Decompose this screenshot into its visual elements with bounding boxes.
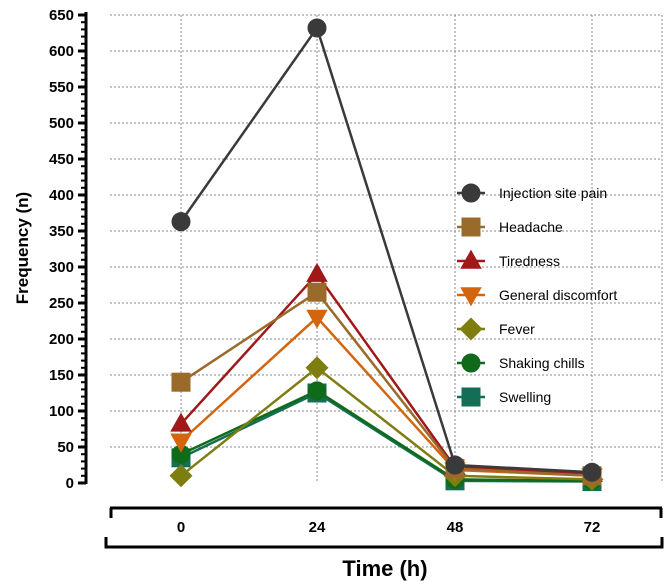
data-point-fever: [305, 356, 329, 380]
legend-label: Shaking chills: [499, 355, 585, 371]
legend-label: General discomfort: [499, 287, 617, 303]
y-tick-label: 350: [49, 223, 74, 240]
data-point-injection-site-pain: [582, 462, 602, 482]
series-line-headache: [180, 290, 593, 478]
x-tick-label: 0: [177, 519, 185, 536]
data-point-shaking-chills: [307, 381, 327, 401]
data-point-headache: [307, 282, 327, 302]
gridlines: [110, 14, 663, 483]
data-point-headache: [171, 372, 191, 392]
series-injection-site-pain: [171, 18, 602, 482]
y-tick-label: 200: [49, 331, 74, 348]
data-point-injection-site-pain: [307, 18, 327, 38]
data-point-tiredness: [306, 262, 328, 282]
legend-label: Swelling: [499, 389, 551, 405]
legend-label: Fever: [499, 321, 535, 337]
y-tick-label: 50: [57, 439, 74, 456]
legend-item-swelling: Swelling: [457, 387, 551, 407]
legend-label: Tiredness: [499, 253, 560, 269]
y-tick-label: 100: [49, 403, 74, 420]
legend-marker-general-discomfort: [460, 287, 482, 307]
data-point-general-discomfort: [306, 309, 328, 329]
legend-item-injection-site-pain: Injection site pain: [457, 183, 607, 203]
y-tick-label: 300: [49, 259, 74, 276]
y-tick-label: 250: [49, 295, 74, 312]
y-axis-title: Frequency (n): [13, 192, 32, 304]
legend: Injection site pain Headache Tiredness Gene…: [457, 183, 617, 407]
legend-label: Headache: [499, 219, 563, 235]
data-point-general-discomfort: [170, 433, 192, 453]
x-tick-label: 72: [584, 519, 601, 536]
data-point-tiredness: [170, 412, 192, 432]
series-line-fever: [180, 366, 593, 481]
series-group: [169, 18, 604, 492]
y-tick-label: 400: [49, 187, 74, 204]
axes: 0 50 100 150 200 250 300 350 400 450 500 550 600 650 0…: [49, 7, 664, 549]
x-tick-label: 24: [309, 519, 326, 536]
y-tick-label: 650: [49, 7, 74, 24]
y-tick-label: 0: [66, 475, 74, 492]
legend-marker-headache: [461, 217, 481, 237]
legend-item-shaking-chills: Shaking chills: [457, 353, 585, 373]
x-axis-bracket: [104, 537, 664, 549]
x-tick-label: 48: [447, 519, 464, 536]
legend-item-general-discomfort: General discomfort: [457, 287, 617, 307]
x-axis-title: Time (h): [342, 556, 427, 581]
y-tick-label: 500: [49, 115, 74, 132]
legend-marker-swelling: [461, 387, 481, 407]
legend-marker-injection-site-pain: [461, 183, 481, 203]
y-tick-label: 150: [49, 367, 74, 384]
legend-marker-tiredness: [460, 249, 482, 269]
data-point-injection-site-pain: [171, 212, 191, 232]
series-line-tiredness: [180, 272, 593, 476]
y-tick-label: 600: [49, 43, 74, 60]
y-tick-label: 450: [49, 151, 74, 168]
legend-item-tiredness: Tiredness: [457, 249, 560, 269]
legend-item-fever: Fever: [457, 317, 535, 341]
legend-marker-shaking-chills: [461, 353, 481, 373]
series-line-injection-site-pain: [179, 25, 593, 474]
legend-label: Injection site pain: [499, 185, 607, 201]
data-point-fever: [169, 464, 193, 488]
series-headache: [171, 282, 602, 486]
y-tick-label: 550: [49, 79, 74, 96]
data-point-injection-site-pain: [445, 455, 465, 475]
legend-item-headache: Headache: [457, 217, 563, 237]
legend-marker-fever: [459, 317, 483, 341]
